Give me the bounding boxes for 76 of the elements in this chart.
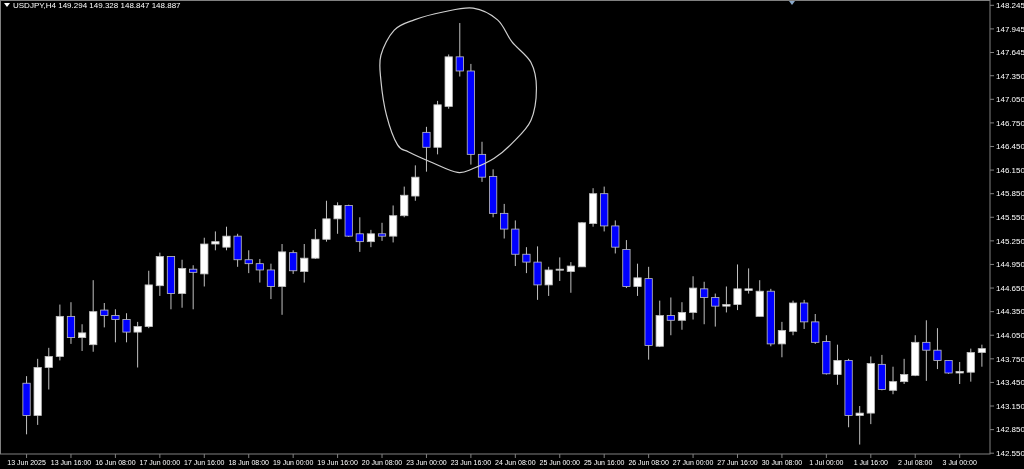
y-tick-label: 145.550 [996, 213, 1024, 223]
candlestick [833, 344, 842, 386]
candlestick [544, 266, 553, 297]
y-tick-label: 147.350 [996, 71, 1024, 81]
candlestick [377, 222, 387, 242]
y-tick-label: 146.450 [996, 142, 1024, 152]
candlestick [711, 293, 720, 328]
candlestick [266, 263, 275, 300]
candlestick [966, 348, 975, 383]
candlestick [289, 249, 298, 275]
candlestick [455, 22, 464, 77]
candlestick [933, 327, 942, 370]
y-tick-label: 145.850 [996, 189, 1024, 199]
candlestick [411, 164, 420, 202]
candlestick [633, 263, 642, 297]
candlestick [500, 203, 509, 240]
candlestick [100, 302, 109, 328]
candlestick [477, 141, 487, 183]
candlestick [700, 281, 709, 325]
candlestick [211, 230, 220, 251]
candlestick [333, 201, 342, 235]
y-tick-label: 148.245 [996, 1, 1024, 11]
y-tick-label: 147.050 [996, 95, 1024, 105]
candlestick [244, 249, 253, 274]
candlestick [522, 246, 531, 274]
candlestick [977, 344, 986, 368]
candlestick [422, 126, 431, 173]
y-tick-label: 143.750 [996, 354, 1024, 364]
candlestick [922, 319, 931, 382]
candlestick [888, 366, 898, 395]
candlestick [222, 226, 231, 251]
y-tick-label: 144.650 [996, 283, 1024, 293]
candlestick [855, 405, 864, 446]
candlestick [66, 301, 76, 345]
candlestick [78, 323, 87, 352]
y-tick-label: 143.150 [996, 401, 1024, 411]
candlestick [255, 258, 264, 284]
candlestick [233, 233, 242, 268]
candlestick [300, 243, 309, 284]
chart-title: USDJPY,H4 149.294 149.328 148.847 148.887 [13, 1, 182, 10]
candlestick [777, 321, 786, 358]
candlestick [389, 204, 398, 243]
y-tick-label: 146.750 [996, 118, 1024, 128]
y-tick-label: 144.050 [996, 331, 1024, 341]
candlestick [566, 261, 575, 294]
candlestick [133, 321, 142, 368]
candlestick [355, 216, 364, 253]
y-tick-label: 145.250 [996, 236, 1024, 246]
candlestick [111, 308, 120, 343]
candlestick [400, 186, 409, 218]
candlestick [611, 219, 620, 254]
y-tick-label: 147.645 [996, 48, 1024, 58]
candlestick [189, 264, 198, 310]
y-tick-label: 142.850 [996, 425, 1024, 435]
y-tick-label: 144.350 [996, 307, 1024, 317]
candlestick [555, 256, 564, 282]
candlestick [122, 312, 131, 343]
candlestick [533, 245, 542, 301]
candlestick [744, 267, 753, 295]
y-tick-label: 143.450 [996, 378, 1024, 388]
candlestick [733, 263, 742, 311]
candlestick [677, 301, 687, 331]
candlestick [811, 313, 820, 345]
y-tick-label: 146.150 [996, 165, 1024, 175]
y-tick-label: 147.945 [996, 24, 1024, 34]
candlestick [666, 296, 675, 336]
candlestick [955, 361, 964, 385]
candlestick [322, 200, 331, 243]
candlestick [800, 299, 809, 330]
y-tick-label: 142.550 [996, 449, 1024, 459]
candlestick [722, 285, 731, 313]
candlestick [900, 358, 909, 385]
candlestick [366, 229, 375, 248]
y-tick-label: 144.950 [996, 260, 1024, 270]
candlestick [311, 228, 320, 260]
candlestick [44, 347, 53, 391]
